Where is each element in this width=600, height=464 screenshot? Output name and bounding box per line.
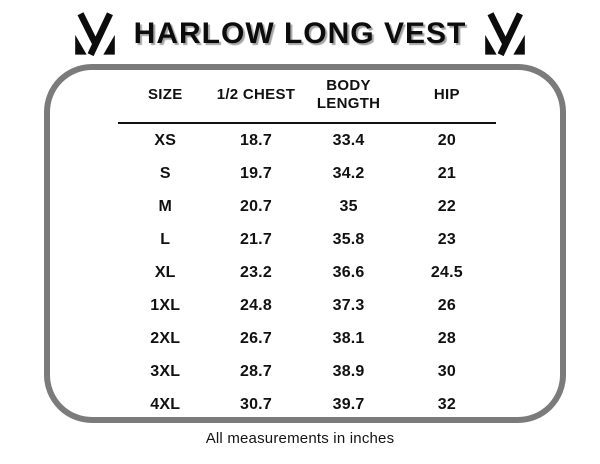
size-cell: 2XL — [150, 329, 181, 347]
body-length-cell: 35 — [339, 197, 358, 215]
header: HARLOW LONG VEST — [0, 6, 600, 62]
table-row: S 19.7 34.2 21 — [118, 157, 496, 190]
page-title: HARLOW LONG VEST — [133, 17, 467, 50]
half-chest-cell: 19.7 — [239, 164, 272, 182]
body-length-cell: 39.7 — [332, 395, 365, 413]
table-row: 4XL 30.7 39.7 32 — [118, 388, 496, 421]
size-cell: S — [159, 164, 171, 182]
body-length-cell: 35.8 — [332, 230, 365, 248]
body-length-cell: 36.6 — [332, 263, 365, 281]
brand-m-monogram-icon — [72, 12, 118, 56]
hip-cell: 20 — [437, 131, 456, 149]
size-cell: 4XL — [150, 395, 181, 413]
half-chest-cell: 20.7 — [239, 197, 272, 215]
table-header-row: SIZE 1/2 CHEST BODY LENGTH HIP — [118, 70, 496, 124]
size-cell: L — [160, 230, 171, 248]
size-cell: 1XL — [150, 296, 181, 314]
hip-cell: 30 — [437, 362, 456, 380]
col-header-half-chest: 1/2 CHEST — [212, 70, 300, 124]
half-chest-cell: 28.7 — [239, 362, 272, 380]
col-header-size: SIZE — [118, 70, 213, 124]
table-row: XL 23.2 36.6 24.5 — [118, 256, 496, 289]
hip-cell: 22 — [437, 197, 456, 215]
half-chest-cell: 21.7 — [239, 230, 272, 248]
table-row: XS 18.7 33.4 20 — [118, 123, 496, 157]
body-length-cell: 33.4 — [332, 131, 365, 149]
hip-cell: 24.5 — [430, 263, 463, 281]
body-length-cell: 38.9 — [332, 362, 365, 380]
hip-cell: 21 — [437, 164, 456, 182]
size-table: SIZE 1/2 CHEST BODY LENGTH HIP XS 18.7 3… — [118, 70, 496, 421]
body-length-cell: 38.1 — [332, 329, 365, 347]
body-length-cell: 37.3 — [332, 296, 365, 314]
half-chest-cell: 30.7 — [239, 395, 272, 413]
size-cell: XS — [154, 131, 177, 149]
table-row: L 21.7 35.8 23 — [118, 223, 496, 256]
size-table-container: SIZE 1/2 CHEST BODY LENGTH HIP XS 18.7 3… — [44, 64, 566, 423]
body-length-cell: 34.2 — [332, 164, 365, 182]
table-row: 2XL 26.7 38.1 28 — [118, 322, 496, 355]
table-row: 1XL 24.8 37.3 26 — [118, 289, 496, 322]
col-header-body-length: BODY LENGTH — [299, 70, 398, 124]
half-chest-cell: 23.2 — [239, 263, 272, 281]
col-header-hip: HIP — [397, 70, 496, 124]
measurement-note: All measurements in inches — [205, 430, 395, 447]
hip-cell: 28 — [437, 329, 456, 347]
half-chest-cell: 24.8 — [239, 296, 272, 314]
size-cell: XL — [154, 263, 176, 281]
hip-cell: 26 — [437, 296, 456, 314]
half-chest-cell: 26.7 — [239, 329, 272, 347]
hip-cell: 23 — [437, 230, 456, 248]
size-cell: M — [158, 197, 173, 215]
brand-m-monogram-icon — [482, 12, 528, 56]
table-row: M 20.7 35 22 — [118, 190, 496, 223]
hip-cell: 32 — [437, 395, 456, 413]
size-cell: 3XL — [150, 362, 181, 380]
table-row: 3XL 28.7 38.9 30 — [118, 355, 496, 388]
half-chest-cell: 18.7 — [239, 131, 272, 149]
